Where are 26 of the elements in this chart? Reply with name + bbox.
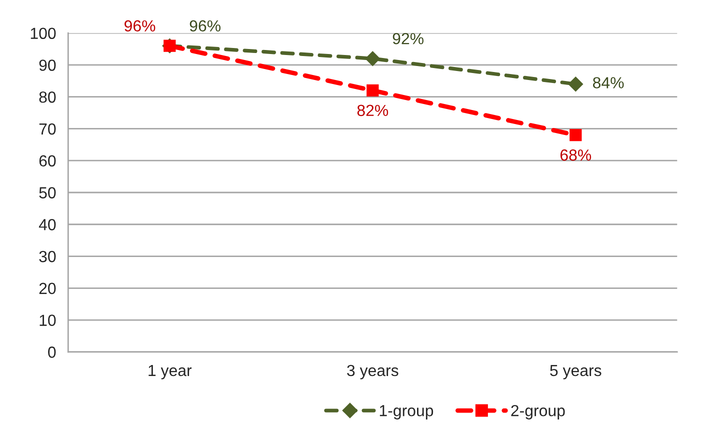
legend-label: 1-group xyxy=(380,405,434,420)
x-tick-label: 5 years xyxy=(550,365,602,380)
data-label: 92% xyxy=(392,33,424,44)
legend-label: 2-group xyxy=(511,404,565,420)
y-tick-label: 90 xyxy=(39,60,56,71)
y-tick-label: 10 xyxy=(40,314,56,326)
y-tick-label: 70 xyxy=(39,123,56,135)
y-tick-label: 30 xyxy=(39,250,56,262)
y-tick-label: 60 xyxy=(39,155,56,167)
point xyxy=(570,129,582,142)
point xyxy=(365,51,380,66)
x-tick-label: 1 year xyxy=(148,365,192,380)
y-tick-label: 100 xyxy=(30,28,56,40)
data-label: 68% xyxy=(560,149,592,161)
point xyxy=(568,76,584,92)
y-tick-label: 50 xyxy=(39,187,56,198)
data-label: 84% xyxy=(593,77,624,88)
point xyxy=(366,84,379,97)
data-label: 96% xyxy=(190,20,220,32)
y-tick-label: 20 xyxy=(39,282,56,294)
data-label: 82% xyxy=(357,104,388,116)
x-tick-label: 3 years xyxy=(347,364,398,380)
y-tick-label: 0 xyxy=(48,346,56,358)
y-tick-label: 80 xyxy=(39,91,56,103)
data-label: 96% xyxy=(124,20,156,32)
y-tick-label: 40 xyxy=(38,219,56,230)
